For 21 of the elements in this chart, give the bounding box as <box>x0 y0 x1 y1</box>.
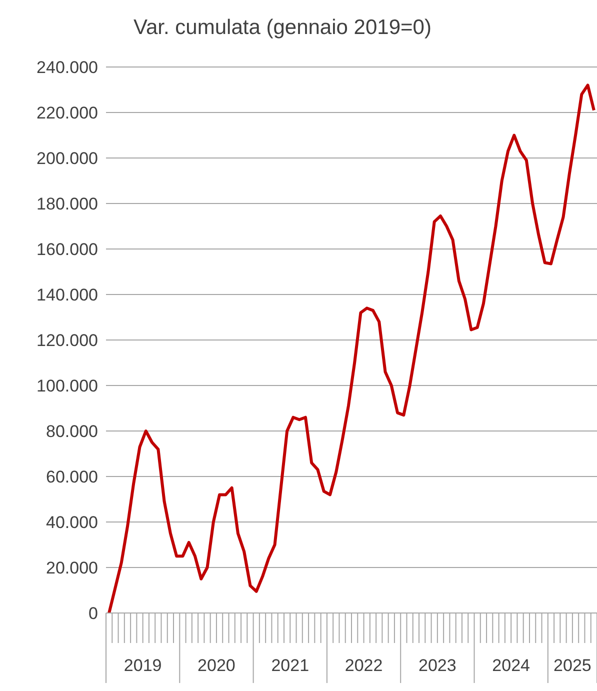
x-tick-label: 2021 <box>271 656 310 675</box>
y-tick-label: 180.000 <box>36 194 98 214</box>
y-tick-label: 80.000 <box>46 422 98 442</box>
y-tick-label: 100.000 <box>36 376 98 396</box>
y-tick-label: 20.000 <box>46 558 98 578</box>
x-tick-label: 2023 <box>418 656 456 675</box>
x-tick-label: 2025 <box>554 656 592 675</box>
y-tick-label: 220.000 <box>36 104 98 123</box>
x-tick-label: 2019 <box>124 656 162 675</box>
y-tick-label: 200.000 <box>36 149 98 168</box>
y-tick-label: 240.000 <box>36 58 98 78</box>
y-tick-label: 40.000 <box>46 513 98 532</box>
y-tick-label: 120.000 <box>36 331 98 350</box>
y-tick-label: 60.000 <box>46 468 98 487</box>
y-tick-label: 160.000 <box>36 240 98 260</box>
y-tick-label: 140.000 <box>36 286 98 305</box>
x-tick-label: 2020 <box>198 656 236 675</box>
y-tick-label: 0 <box>88 604 98 624</box>
x-tick-label: 2024 <box>492 656 530 675</box>
x-tick-label: 2022 <box>344 656 383 675</box>
chart-title: Var. cumulata (gennaio 2019=0) <box>132 16 432 40</box>
